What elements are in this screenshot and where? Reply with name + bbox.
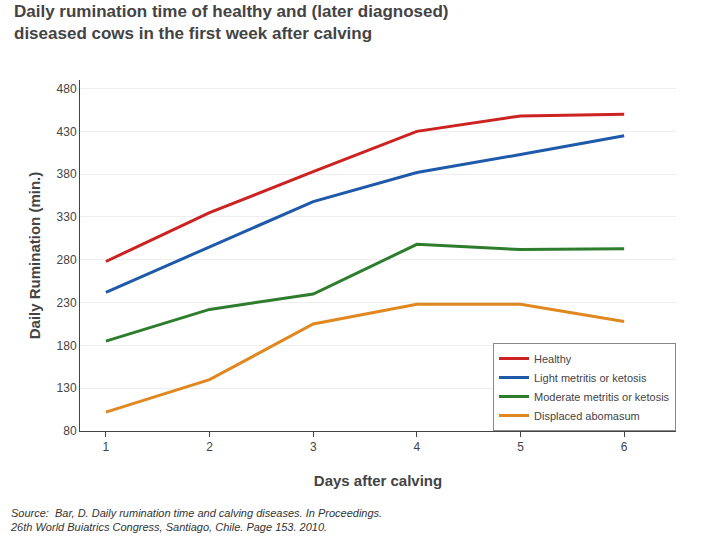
svg-text:430: 430 [57,125,77,139]
svg-text:Moderate metritis or ketosis: Moderate metritis or ketosis [534,391,670,403]
svg-text:330: 330 [57,210,77,224]
svg-text:4: 4 [414,440,421,454]
svg-text:480: 480 [57,82,77,96]
svg-text:180: 180 [57,339,77,353]
svg-text:5: 5 [517,440,524,454]
svg-text:Light metritis or ketosis: Light metritis or ketosis [534,372,647,384]
svg-text:Displaced abomasum: Displaced abomasum [534,410,640,422]
svg-text:3: 3 [310,440,317,454]
svg-text:6: 6 [621,440,628,454]
svg-text:80: 80 [63,424,77,438]
svg-text:Daily rumination time of healt: Daily rumination time of healthy and (la… [14,2,449,43]
svg-text:Source: Bar, D. Daily ruminat: Source: Bar, D. Daily rumination time an… [10,507,382,533]
svg-text:130: 130 [57,381,77,395]
svg-text:2: 2 [206,440,213,454]
svg-text:Healthy: Healthy [534,353,572,365]
svg-text:1: 1 [103,440,110,454]
svg-text:Days after calving: Days after calving [314,472,442,489]
svg-text:230: 230 [57,296,77,310]
svg-text:380: 380 [57,167,77,181]
svg-text:Daily Rumination (min.): Daily Rumination (min.) [26,172,43,340]
svg-text:280: 280 [57,253,77,267]
